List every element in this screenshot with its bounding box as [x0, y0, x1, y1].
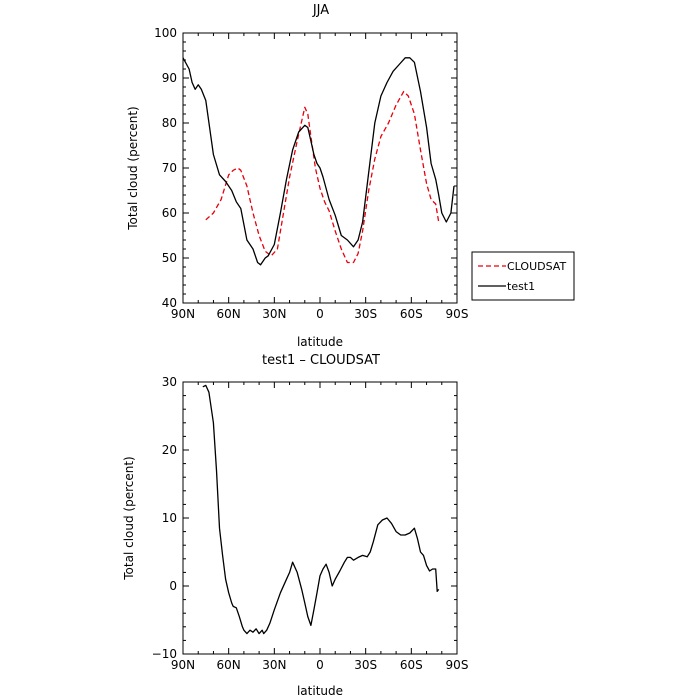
x-tick-label: 0: [316, 307, 324, 321]
series-line-test1: [182, 57, 455, 266]
y-tick-label: 50: [162, 251, 177, 265]
y-tick-label: 0: [169, 579, 177, 593]
x-ticks-top: 90N 60N 30N 0 30S 60S 90S: [171, 33, 469, 321]
x-tick-label: 30S: [354, 658, 377, 672]
y-axis-label-bottom: Total cloud (percent): [122, 456, 136, 580]
x-tick-label: 90N: [171, 658, 195, 672]
x-tick-label: 90S: [446, 658, 469, 672]
x-tick-label: 30S: [354, 307, 377, 321]
panel-bottom: test1 – CLOUDSAT 90N 60N 30N 0 30S 60S 90S −10…: [122, 353, 468, 698]
y-tick-label: 40: [162, 296, 177, 310]
y-tick-label: 70: [162, 161, 177, 175]
series-lines-top: [182, 57, 455, 266]
x-tick-label: 60N: [217, 658, 241, 672]
series-line-diff-0: [202, 384, 440, 635]
y-tick-label: 30: [162, 375, 177, 389]
chart-title-top: JJA: [312, 3, 329, 18]
panel-top: JJA 90N 60N 30N 0 30S 60S 90S 405060708090100 …: [126, 3, 468, 349]
y-tick-label: 60: [162, 206, 177, 220]
y-axis-label-top: Total cloud (percent): [126, 106, 140, 230]
chart-title-bottom: test1 – CLOUDSAT: [262, 353, 380, 368]
plot-frame-bottom: [182, 381, 458, 655]
x-axis-label-top: latitude: [297, 335, 343, 349]
x-tick-label: 30N: [262, 307, 286, 321]
x-tick-label: 60N: [217, 307, 241, 321]
legend: CLOUDSAT test1: [471, 251, 575, 301]
x-tick-label: 30N: [262, 658, 286, 672]
y-tick-label: 20: [162, 443, 177, 457]
y-tick-label: 10: [162, 511, 177, 525]
y-tick-label: 100: [154, 26, 177, 40]
series-line-cloudsat: [205, 90, 440, 264]
x-tick-label: 0: [316, 658, 324, 672]
legend-label-cloudsat: CLOUDSAT: [507, 260, 566, 273]
x-tick-label: 60S: [400, 658, 423, 672]
x-ticks-bottom: 90N 60N 30N 0 30S 60S 90S: [171, 382, 469, 672]
y-ticks-bottom: −10 0 10 20 30: [152, 375, 457, 661]
y-tick-label: 90: [162, 71, 177, 85]
y-ticks-top: 40 50 60 70 80 90 100: [154, 26, 457, 310]
legend-box: [471, 251, 575, 301]
x-tick-label: 60S: [400, 307, 423, 321]
x-tick-label: 90S: [446, 307, 469, 321]
series-lines-bottom: [202, 384, 440, 635]
y-tick-label: 80: [162, 116, 177, 130]
x-axis-label-bottom: latitude: [297, 684, 343, 698]
y-tick-label: −10: [152, 647, 177, 661]
legend-label-test1: test1: [507, 280, 535, 293]
x-tick-label: 90N: [171, 307, 195, 321]
